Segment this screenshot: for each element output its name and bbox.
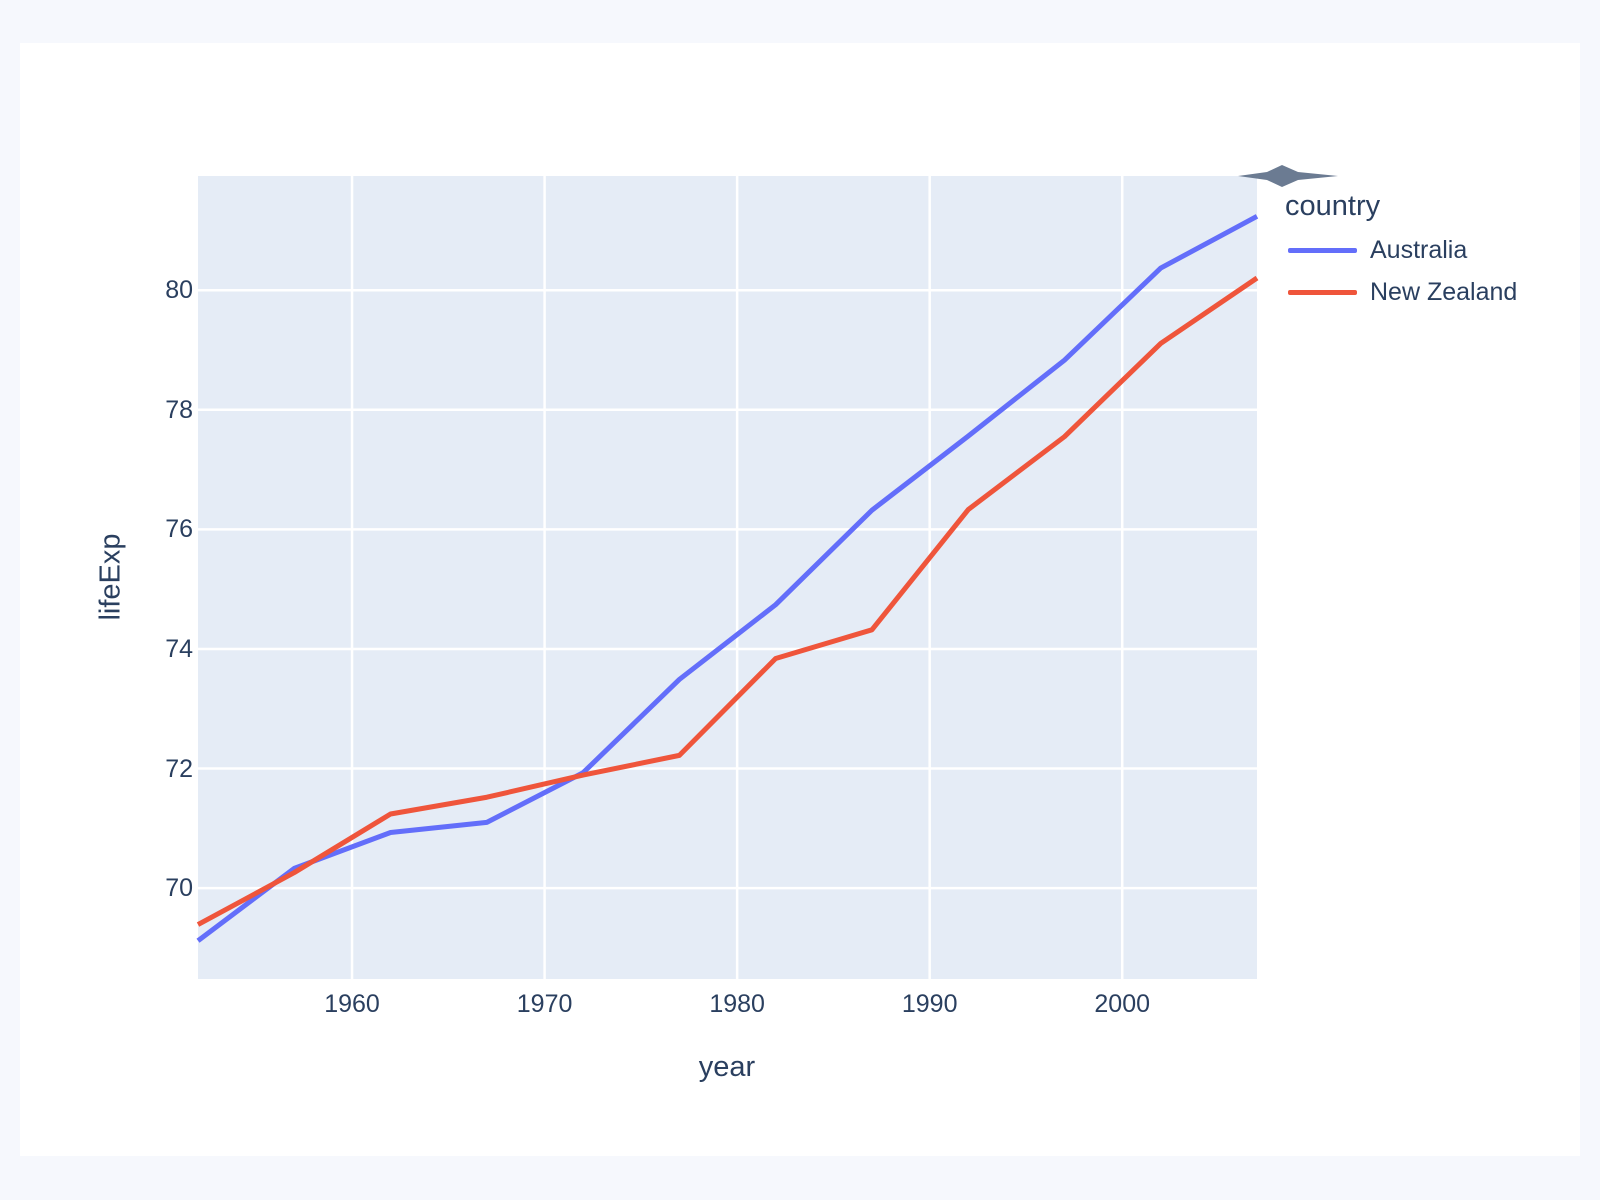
y-tick-label: 76 [165, 515, 193, 544]
x-tick-label: 1960 [324, 990, 380, 1018]
legend-item-new-zealand[interactable]: New Zealand [1265, 271, 1565, 313]
legend-line-swatch-new-zealand [1288, 289, 1357, 295]
x-tick-label: 2000 [1094, 990, 1151, 1018]
y-tick-label: 70 [165, 874, 193, 903]
x-axis-title: year [698, 1051, 756, 1083]
legend: country Australia New Zealand [1265, 189, 1565, 313]
y-tick-label: 78 [165, 395, 193, 424]
legend-line-swatch-australia [1288, 247, 1357, 253]
y-tick-label: 74 [165, 634, 193, 663]
legend-label-new-zealand: New Zealand [1370, 277, 1518, 306]
y-tick-label: 80 [165, 276, 193, 305]
series-line-australia [196, 214, 1259, 943]
plot-area[interactable] [198, 176, 1257, 979]
line-chart [196, 176, 1259, 979]
x-tick-label: 1980 [709, 990, 765, 1018]
series-line-new-zealand [196, 275, 1259, 927]
legend-label-australia: Australia [1370, 235, 1468, 264]
legend-title: country [1285, 190, 1381, 222]
legend-item-australia[interactable]: Australia [1265, 229, 1565, 271]
y-tick-label: 72 [165, 754, 193, 783]
x-tick-label: 1970 [516, 990, 573, 1018]
y-axis-title: lifeExp [94, 533, 127, 621]
chart-card: 1960 1970 1980 1990 2000 70 72 74 76 78 80 year l… [20, 43, 1580, 1156]
diamond-arrow-icon [1238, 165, 1338, 187]
x-tick-label: 1990 [901, 990, 958, 1018]
